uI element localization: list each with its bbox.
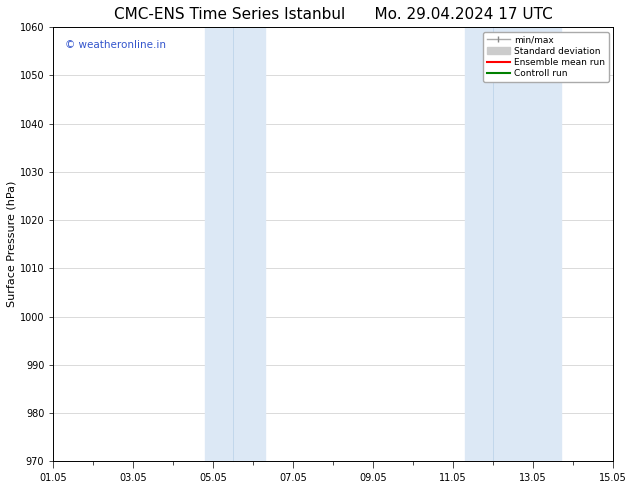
Y-axis label: Surface Pressure (hPa): Surface Pressure (hPa): [7, 181, 17, 307]
Bar: [465, 27, 493, 461]
Text: © weatheronline.in: © weatheronline.in: [65, 40, 165, 50]
Bar: [233, 27, 265, 461]
Legend: min/max, Standard deviation, Ensemble mean run, Controll run: min/max, Standard deviation, Ensemble me…: [483, 32, 609, 82]
Bar: [493, 27, 561, 461]
Title: CMC-ENS Time Series Istanbul      Mo. 29.04.2024 17 UTC: CMC-ENS Time Series Istanbul Mo. 29.04.2…: [114, 7, 553, 22]
Bar: [205, 27, 233, 461]
